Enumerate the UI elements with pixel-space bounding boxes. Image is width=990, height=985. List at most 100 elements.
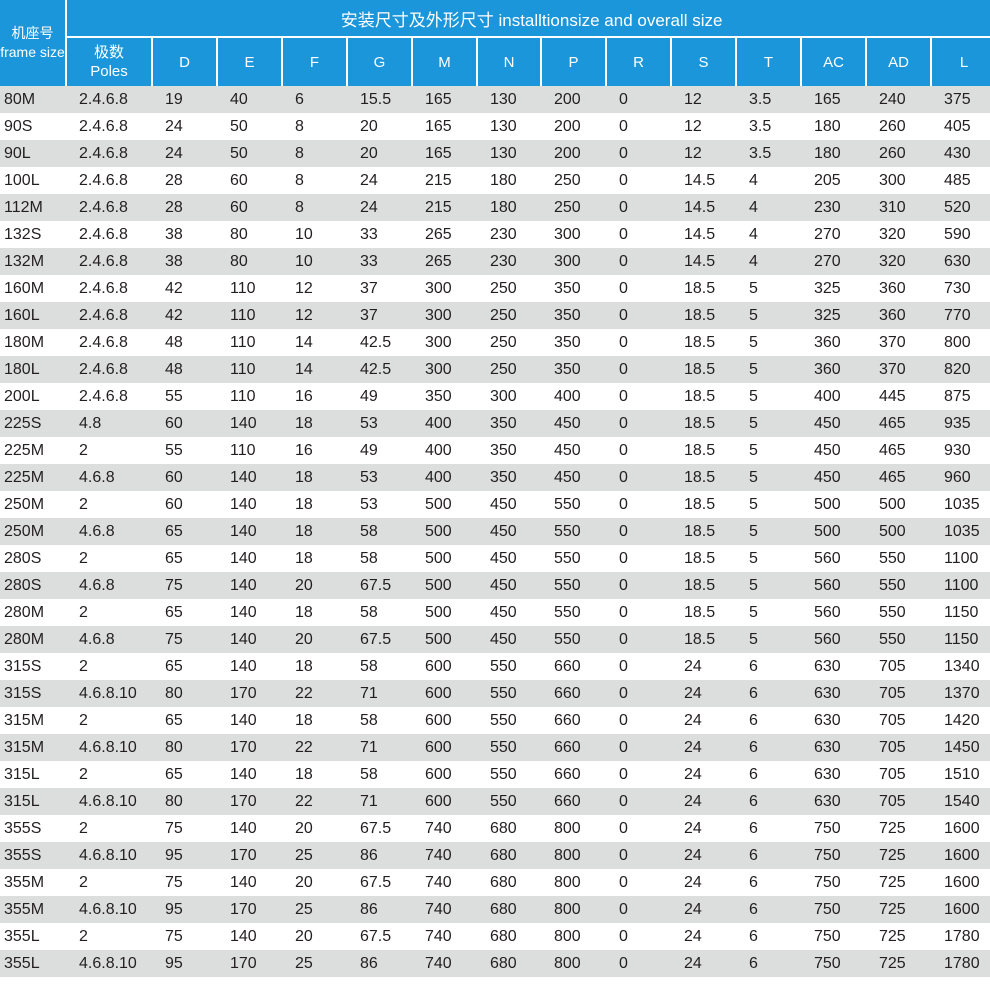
poles-cell: 2.4.6.8 [67, 275, 153, 302]
table-cell: 67.5 [348, 815, 413, 842]
table-cell: 5 [737, 356, 802, 383]
table-cell: 110 [218, 302, 283, 329]
table-cell: 180 [802, 140, 867, 167]
table-row: 315S 2 65 140 18 58 600 550 660 0 24 6 630 705 1340 [0, 653, 990, 680]
table-row: 315L 2 65 140 18 58 600 550 660 0 24 6 630 705 1510 [0, 761, 990, 788]
table-cell: 350 [413, 383, 478, 410]
table-cell: 1100 [932, 572, 990, 599]
table-row: 132S 2.4.6.8 38 80 10 33 265 230 300 0 14.5 4 270 320… [0, 221, 990, 248]
table-cell: 705 [867, 761, 932, 788]
column-header-t: T [737, 38, 802, 86]
table-cell: 445 [867, 383, 932, 410]
table-cell: 740 [413, 815, 478, 842]
table-cell: 740 [413, 950, 478, 977]
table-cell: 800 [542, 869, 607, 896]
poles-cn: 极数 [93, 44, 124, 61]
table-cell: 49 [348, 383, 413, 410]
poles-cell: 2 [67, 437, 153, 464]
table-cell: 75 [153, 626, 218, 653]
table-cell: 705 [867, 734, 932, 761]
frame-size-cell: 315L [0, 788, 67, 815]
table-row: 315M 4.6.8.10 80 170 22 71 600 550 660 0 24 6 630 705… [0, 734, 990, 761]
poles-cell: 2.4.6.8 [67, 167, 153, 194]
table-cell: 18 [283, 599, 348, 626]
table-cell: 750 [802, 869, 867, 896]
frame-size-cell: 250M [0, 491, 67, 518]
table-cell: 1450 [932, 734, 990, 761]
table-cell: 550 [478, 680, 542, 707]
table-cell: 53 [348, 464, 413, 491]
table-cell: 18 [283, 491, 348, 518]
table-cell: 28 [153, 167, 218, 194]
table-cell: 10 [283, 248, 348, 275]
table-cell: 67.5 [348, 626, 413, 653]
table-cell: 450 [542, 437, 607, 464]
poles-cell: 2 [67, 491, 153, 518]
table-cell: 22 [283, 680, 348, 707]
table-cell: 24 [672, 869, 737, 896]
table-cell: 60 [218, 194, 283, 221]
table-cell: 18.5 [672, 518, 737, 545]
table-cell: 215 [413, 194, 478, 221]
table-cell: 65 [153, 761, 218, 788]
frame-size-cell: 315M [0, 707, 67, 734]
table-cell: 260 [867, 113, 932, 140]
table-cell: 67.5 [348, 572, 413, 599]
table-cell: 1150 [932, 626, 990, 653]
table-cell: 560 [802, 545, 867, 572]
table-cell: 110 [218, 275, 283, 302]
table-cell: 705 [867, 680, 932, 707]
table-cell: 5 [737, 410, 802, 437]
column-header-e: E [218, 38, 283, 86]
table-cell: 320 [867, 248, 932, 275]
table-cell: 38 [153, 221, 218, 248]
table-cell: 630 [802, 734, 867, 761]
table-cell: 58 [348, 707, 413, 734]
table-cell: 450 [478, 545, 542, 572]
table-cell: 725 [867, 869, 932, 896]
table-cell: 500 [413, 626, 478, 653]
table-cell: 24 [153, 140, 218, 167]
table-cell: 60 [153, 410, 218, 437]
table-cell: 1370 [932, 680, 990, 707]
table-cell: 16 [283, 383, 348, 410]
table-cell: 18 [283, 653, 348, 680]
table-cell: 18 [283, 545, 348, 572]
poles-cell: 4.6.8 [67, 464, 153, 491]
table-cell: 350 [478, 437, 542, 464]
table-cell: 240 [867, 86, 932, 113]
table-cell: 65 [153, 518, 218, 545]
table-cell: 12 [672, 113, 737, 140]
table-cell: 1420 [932, 707, 990, 734]
table-row: 160L 2.4.6.8 42 110 12 37 300 250 350 0 18.5 5 325 36… [0, 302, 990, 329]
table-cell: 230 [478, 221, 542, 248]
table-cell: 170 [218, 842, 283, 869]
frame-size-cell: 280S [0, 572, 67, 599]
table-cell: 1600 [932, 896, 990, 923]
frame-size-cell: 80M [0, 86, 67, 113]
poles-cell: 4.6.8.10 [67, 950, 153, 977]
table-cell: 0 [607, 680, 672, 707]
table-cell: 140 [218, 923, 283, 950]
table-cell: 8 [283, 194, 348, 221]
table-cell: 18.5 [672, 437, 737, 464]
table-cell: 400 [413, 437, 478, 464]
table-cell: 800 [542, 815, 607, 842]
table-cell: 560 [802, 572, 867, 599]
frame-size-cell: 225M [0, 464, 67, 491]
table-header: 机座号 frame size 安装尺寸及外形尺寸 installtionsize… [0, 0, 990, 86]
table-cell: 5 [737, 437, 802, 464]
table-cell: 18.5 [672, 464, 737, 491]
table-cell: 325 [802, 302, 867, 329]
column-header-r: R [607, 38, 672, 86]
poles-cell: 2 [67, 761, 153, 788]
column-header-l: L [932, 38, 990, 86]
table-cell: 12 [672, 140, 737, 167]
frame-size-cell: 280M [0, 626, 67, 653]
table-cell: 6 [737, 815, 802, 842]
table-cell: 0 [607, 248, 672, 275]
table-row: 315M 2 65 140 18 58 600 550 660 0 24 6 630 705 1420 [0, 707, 990, 734]
table-body: 80M 2.4.6.8 19 40 6 15.5 165 130 200 0 12 3.5 165 240… [0, 86, 990, 977]
table-cell: 24 [672, 842, 737, 869]
table-cell: 705 [867, 707, 932, 734]
